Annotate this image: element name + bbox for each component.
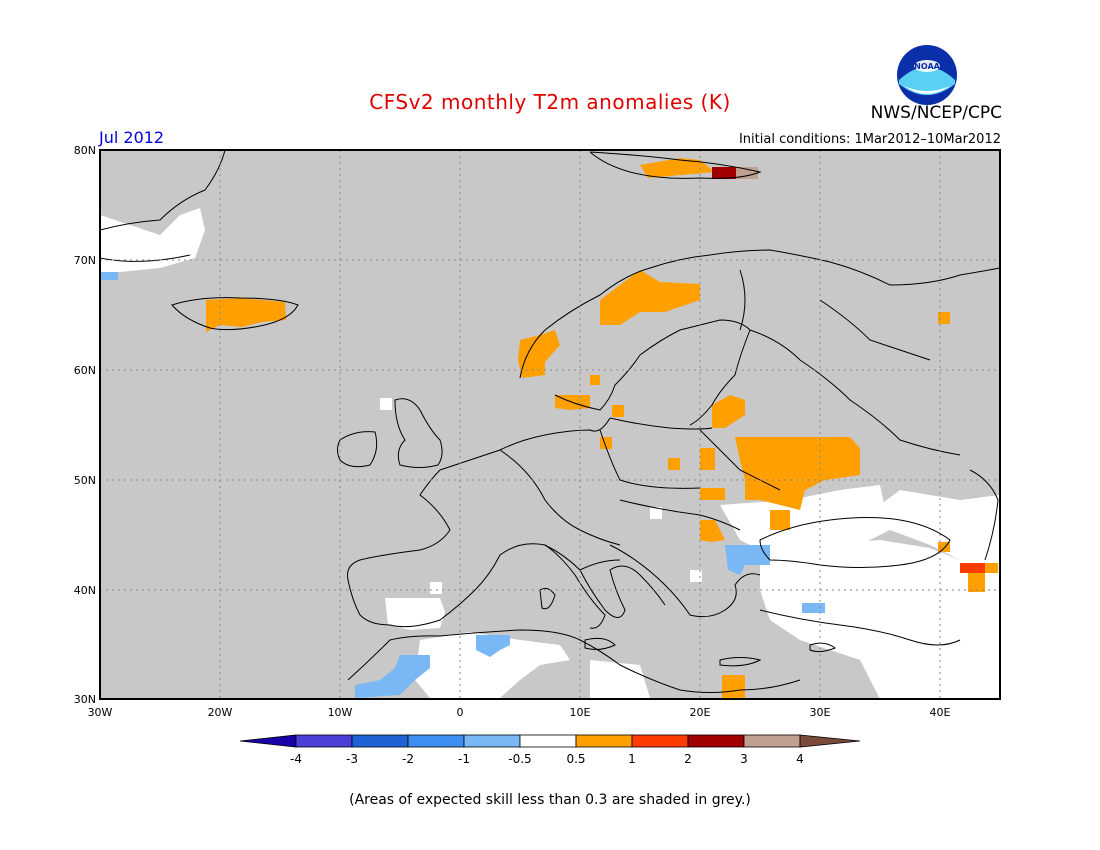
colorbar-swatch <box>463 734 521 748</box>
lon-label: 10E <box>570 706 591 719</box>
colorbar-swatch <box>351 734 409 748</box>
logo-text: NOAA <box>914 62 940 71</box>
lat-label: 30N <box>74 693 96 706</box>
lon-label: 10W <box>328 706 353 719</box>
colorbar-swatch <box>407 734 465 748</box>
lon-label: 30W <box>88 706 113 719</box>
noaa-logo: NOAA <box>896 44 958 110</box>
colorbar-labels: -4 -3 -2 -1 -0.5 0.5 1 2 3 4 <box>290 752 804 766</box>
colorbar-swatch <box>519 734 577 748</box>
gridlines <box>100 150 1000 699</box>
warm-anomaly-regions <box>206 158 985 698</box>
agency-label: NWS/NCEP/CPC <box>870 103 1002 123</box>
colorbar-arrow-low <box>239 734 297 748</box>
lat-label: 50N <box>74 474 96 487</box>
colorbar-label: 1 <box>628 752 636 766</box>
cool-anomaly-regions <box>100 272 825 698</box>
colorbar-label: -0.5 <box>508 752 531 766</box>
lon-label: 0 <box>457 706 464 719</box>
colorbar-label: -1 <box>458 752 470 766</box>
colorbar-label: 0.5 <box>566 752 585 766</box>
colorbar-arrow-high <box>799 734 861 748</box>
lat-label: 40N <box>74 584 96 597</box>
colorbar <box>239 734 861 748</box>
initial-conditions-label: Initial conditions: 1Mar2012–10Mar2012 <box>738 132 1001 147</box>
chart-title: CFSv2 monthly T2m anomalies (K) <box>369 90 731 114</box>
hot-anomaly-regions <box>960 563 998 573</box>
colorbar-label: 3 <box>740 752 748 766</box>
colorbar-swatch <box>295 734 353 748</box>
colorbar-label: -3 <box>346 752 358 766</box>
footnote: (Areas of expected skill less than 0.3 a… <box>349 792 751 808</box>
lon-label: 20E <box>690 706 711 719</box>
colorbar-label: 4 <box>796 752 804 766</box>
month-label: Jul 2012 <box>99 128 165 147</box>
colorbar-swatch <box>575 734 633 748</box>
lat-label: 60N <box>74 364 96 377</box>
lat-label: 70N <box>74 254 96 267</box>
colorbar-label: -2 <box>402 752 414 766</box>
lat-label: 80N <box>74 144 96 157</box>
very-hot-anomaly <box>712 167 736 179</box>
lon-label: 30E <box>810 706 831 719</box>
colorbar-label: 2 <box>684 752 692 766</box>
colorbar-swatch <box>687 734 745 748</box>
longitude-labels: 30W 20W 10W 0 10E 20E 30E 40E <box>88 706 951 719</box>
coastlines <box>100 150 1000 693</box>
map-frame <box>99 149 1001 700</box>
lon-label: 40E <box>930 706 951 719</box>
map-content <box>100 150 1000 699</box>
colorbar-swatch <box>631 734 689 748</box>
lon-label: 20W <box>208 706 233 719</box>
colorbar-label: -4 <box>290 752 302 766</box>
colorbar-swatch <box>743 734 801 748</box>
latitude-labels: 30N 40N 50N 60N 70N 80N <box>74 144 96 706</box>
